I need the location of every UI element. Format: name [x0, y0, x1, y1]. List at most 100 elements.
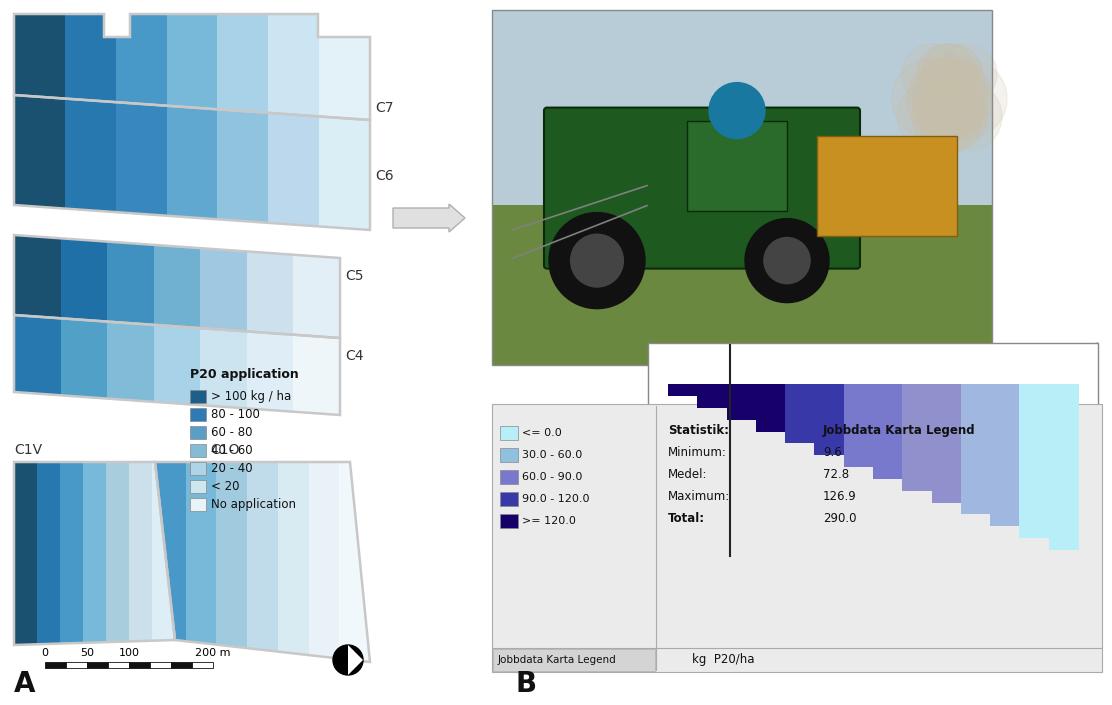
- Polygon shape: [14, 235, 340, 338]
- Bar: [218, 9, 268, 125]
- Bar: [218, 90, 268, 235]
- Bar: [492, 205, 992, 365]
- Text: kg  P20/ha: kg P20/ha: [692, 654, 755, 666]
- Bar: [697, 384, 727, 408]
- Text: Minimum:: Minimum:: [668, 446, 727, 459]
- Text: 40 - 60: 40 - 60: [211, 444, 252, 457]
- FancyBboxPatch shape: [544, 108, 860, 269]
- Bar: [116, 90, 167, 235]
- Bar: [186, 457, 217, 667]
- Bar: [648, 343, 1098, 558]
- Bar: [500, 448, 518, 462]
- Text: 60 - 80: 60 - 80: [211, 426, 252, 439]
- Bar: [152, 457, 175, 650]
- Bar: [493, 649, 655, 671]
- FancyArrow shape: [393, 204, 465, 232]
- Bar: [116, 9, 167, 125]
- Bar: [14, 230, 60, 343]
- Bar: [108, 662, 129, 668]
- Text: 0: 0: [41, 648, 49, 658]
- Bar: [1020, 384, 1050, 538]
- Text: C5: C5: [345, 269, 364, 283]
- Text: Medel:: Medel:: [668, 468, 707, 481]
- Bar: [278, 457, 308, 667]
- Bar: [492, 10, 992, 365]
- Circle shape: [892, 59, 972, 139]
- Polygon shape: [348, 645, 363, 675]
- Bar: [107, 230, 153, 343]
- Polygon shape: [14, 95, 370, 230]
- Bar: [817, 135, 957, 235]
- Bar: [319, 90, 370, 235]
- Text: > 100 kg / ha: > 100 kg / ha: [211, 390, 291, 403]
- Text: Statistik:: Statistik:: [668, 424, 729, 437]
- Text: A: A: [14, 670, 36, 698]
- Bar: [60, 310, 107, 420]
- Bar: [190, 498, 206, 511]
- Bar: [190, 390, 206, 403]
- Bar: [14, 457, 37, 650]
- Bar: [64, 9, 116, 125]
- Text: Jobbdata Karta Legend: Jobbdata Karta Legend: [823, 424, 975, 437]
- Bar: [66, 662, 87, 668]
- Bar: [60, 230, 107, 343]
- Bar: [14, 90, 64, 235]
- Text: P20 application: P20 application: [190, 368, 299, 381]
- Text: C4: C4: [345, 349, 364, 363]
- Text: C6: C6: [375, 169, 394, 183]
- Bar: [726, 384, 757, 419]
- Bar: [217, 457, 247, 667]
- Bar: [294, 230, 340, 343]
- Circle shape: [912, 59, 992, 139]
- Bar: [192, 662, 214, 668]
- Circle shape: [917, 82, 987, 152]
- Text: 72.8: 72.8: [823, 468, 850, 481]
- Bar: [500, 514, 518, 528]
- Bar: [932, 384, 962, 503]
- Text: 200 m: 200 m: [196, 648, 231, 658]
- Text: C7: C7: [375, 101, 394, 115]
- Circle shape: [922, 44, 982, 104]
- Bar: [190, 408, 206, 421]
- Bar: [153, 230, 200, 343]
- Circle shape: [745, 219, 830, 302]
- Bar: [190, 444, 206, 457]
- Polygon shape: [14, 462, 175, 645]
- Text: 290.0: 290.0: [823, 512, 856, 525]
- Text: 20 - 40: 20 - 40: [211, 462, 252, 475]
- Bar: [64, 90, 116, 235]
- Bar: [153, 310, 200, 420]
- Bar: [961, 384, 991, 515]
- Text: 80 - 100: 80 - 100: [211, 408, 260, 421]
- Polygon shape: [14, 14, 370, 120]
- Circle shape: [917, 44, 977, 104]
- Text: >= 120.0: >= 120.0: [522, 516, 576, 526]
- Text: Maximum:: Maximum:: [668, 490, 731, 503]
- Bar: [902, 384, 933, 491]
- Bar: [107, 310, 153, 420]
- Text: 9.6: 9.6: [823, 446, 842, 459]
- Circle shape: [764, 238, 811, 283]
- Bar: [155, 457, 186, 667]
- Bar: [87, 662, 108, 668]
- Bar: [190, 480, 206, 493]
- Bar: [844, 384, 874, 467]
- Text: 100: 100: [119, 648, 139, 658]
- Text: Jobbdata Karta Legend: Jobbdata Karta Legend: [498, 655, 617, 665]
- Bar: [200, 230, 247, 343]
- Bar: [150, 662, 171, 668]
- Bar: [129, 662, 150, 668]
- Bar: [268, 90, 319, 235]
- Circle shape: [897, 82, 967, 152]
- Bar: [247, 310, 294, 420]
- Circle shape: [332, 645, 363, 675]
- Polygon shape: [155, 462, 370, 662]
- Bar: [190, 426, 206, 439]
- Text: 50: 50: [80, 648, 95, 658]
- Bar: [1049, 384, 1079, 550]
- Bar: [687, 121, 787, 211]
- Bar: [756, 384, 786, 431]
- Bar: [83, 457, 106, 650]
- Bar: [167, 9, 218, 125]
- Bar: [167, 90, 218, 235]
